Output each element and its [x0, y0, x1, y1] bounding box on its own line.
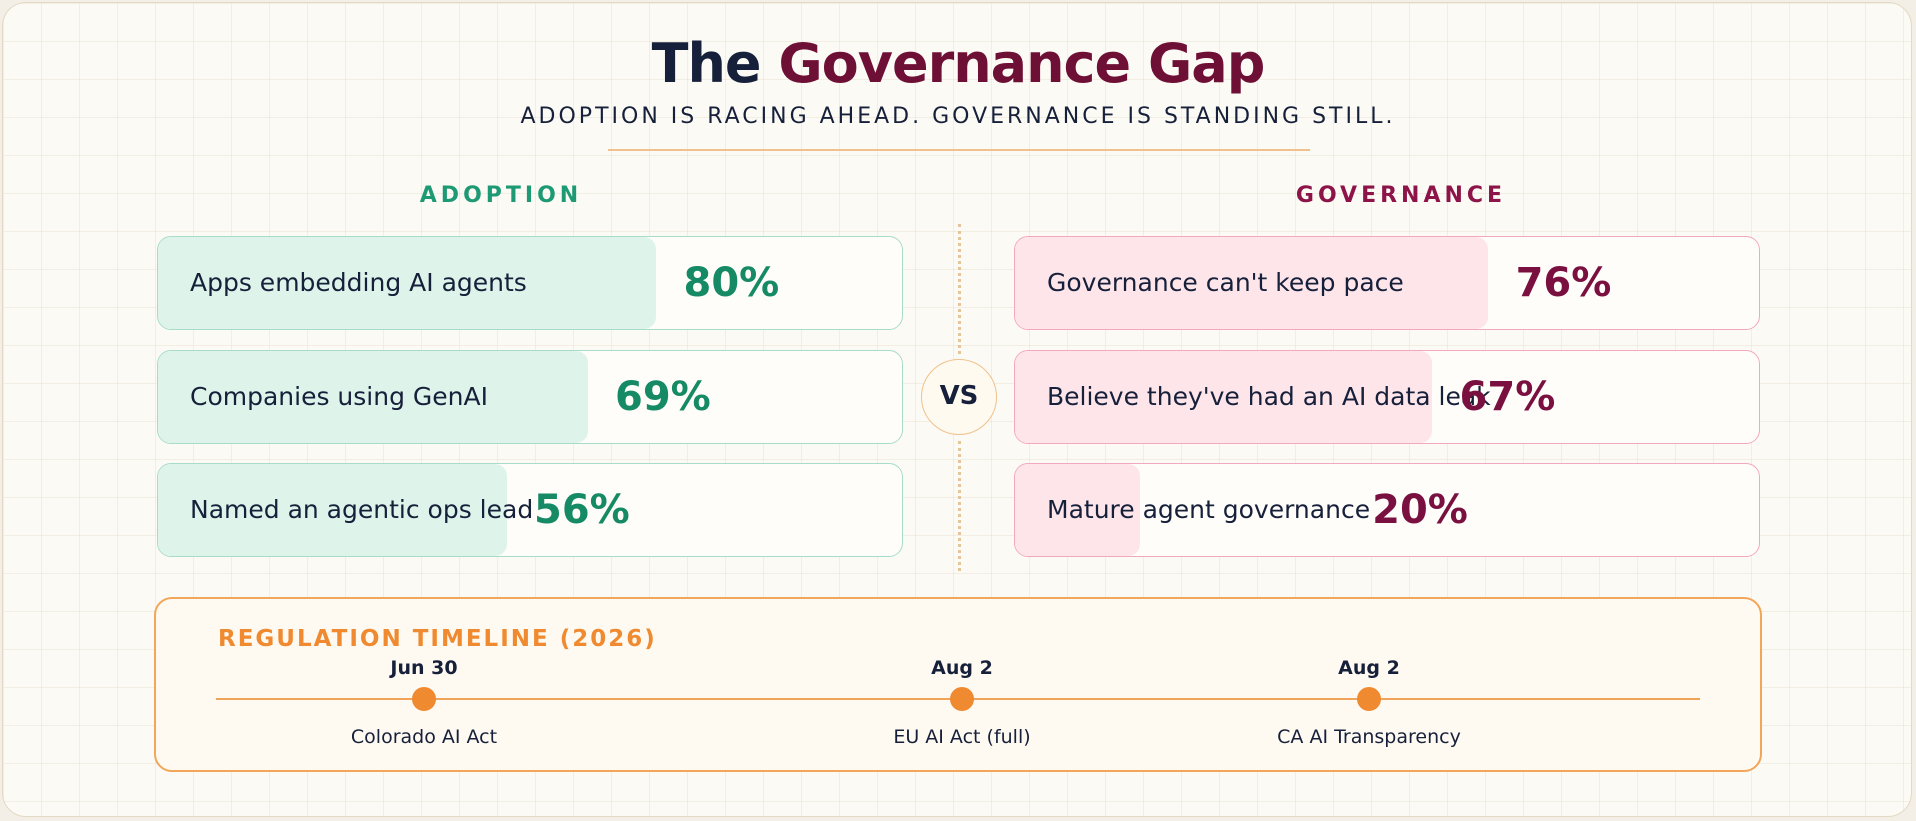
governance-bar-value: 76% — [1515, 260, 1612, 306]
timeline-event-date: Jun 30 — [390, 657, 458, 679]
title-part-2: Governance Gap — [778, 32, 1265, 95]
governance-bar-label: Mature agent governance — [1047, 495, 1371, 524]
timeline-marker — [1357, 687, 1381, 711]
adoption-heading: ADOPTION — [419, 183, 583, 208]
adoption-bar: Companies using GenAI 69% — [157, 350, 903, 444]
governance-bar: Governance can't keep pace 76% — [1014, 236, 1760, 330]
timeline-event-name: Colorado AI Act — [350, 726, 498, 748]
governance-bar-fill — [1015, 464, 1140, 556]
adoption-bar-value: 69% — [614, 374, 711, 420]
timeline-event-date: Aug 2 — [931, 657, 993, 679]
governance-bar: Mature agent governance 20% — [1014, 463, 1760, 557]
adoption-bar-fill — [158, 351, 588, 443]
timeline-title: REGULATION TIMELINE (2026) — [218, 626, 657, 652]
center-divider-top — [958, 224, 961, 354]
governance-bar-label: Believe they've had an AI data leak — [1047, 382, 1491, 411]
center-divider-bottom — [958, 441, 961, 571]
governance-heading: GOVERNANCE — [1295, 183, 1507, 208]
governance-bar-fill — [1015, 351, 1433, 443]
title-divider — [608, 149, 1310, 151]
adoption-bar: Named an agentic ops lead 56% — [157, 463, 903, 557]
governance-bar-fill — [1015, 237, 1489, 329]
adoption-bar-label: Apps embedding AI agents — [190, 268, 527, 297]
adoption-bar-value: 80% — [683, 260, 780, 306]
timeline-event-name: EU AI Act (full) — [893, 726, 1031, 748]
page-subtitle: ADOPTION IS RACING AHEAD. GOVERNANCE IS … — [520, 104, 1396, 129]
title-part-1: The — [651, 32, 762, 95]
vs-badge: VS — [921, 359, 997, 435]
timeline-event-name: CA AI Transparency — [1277, 726, 1461, 748]
adoption-bar-label: Companies using GenAI — [190, 382, 488, 411]
timeline-event-date: Aug 2 — [1338, 657, 1400, 679]
adoption-bar-fill — [158, 464, 507, 556]
regulation-timeline: REGULATION TIMELINE (2026) Jun 30 Colora… — [154, 597, 1762, 772]
governance-bar: Believe they've had an AI data leak 67% — [1014, 350, 1760, 444]
governance-bar-value: 20% — [1372, 487, 1468, 533]
governance-bar-label: Governance can't keep pace — [1047, 268, 1404, 297]
page-title: The Governance Gap — [0, 28, 1916, 100]
adoption-bar-label: Named an agentic ops lead — [190, 495, 534, 524]
governance-bar-value: 67% — [1459, 374, 1556, 420]
adoption-bar-value: 56% — [534, 487, 630, 533]
adoption-bar: Apps embedding AI agents 80% — [157, 236, 903, 330]
timeline-marker — [950, 687, 974, 711]
timeline-marker — [412, 687, 436, 711]
adoption-bar-fill — [158, 237, 657, 329]
